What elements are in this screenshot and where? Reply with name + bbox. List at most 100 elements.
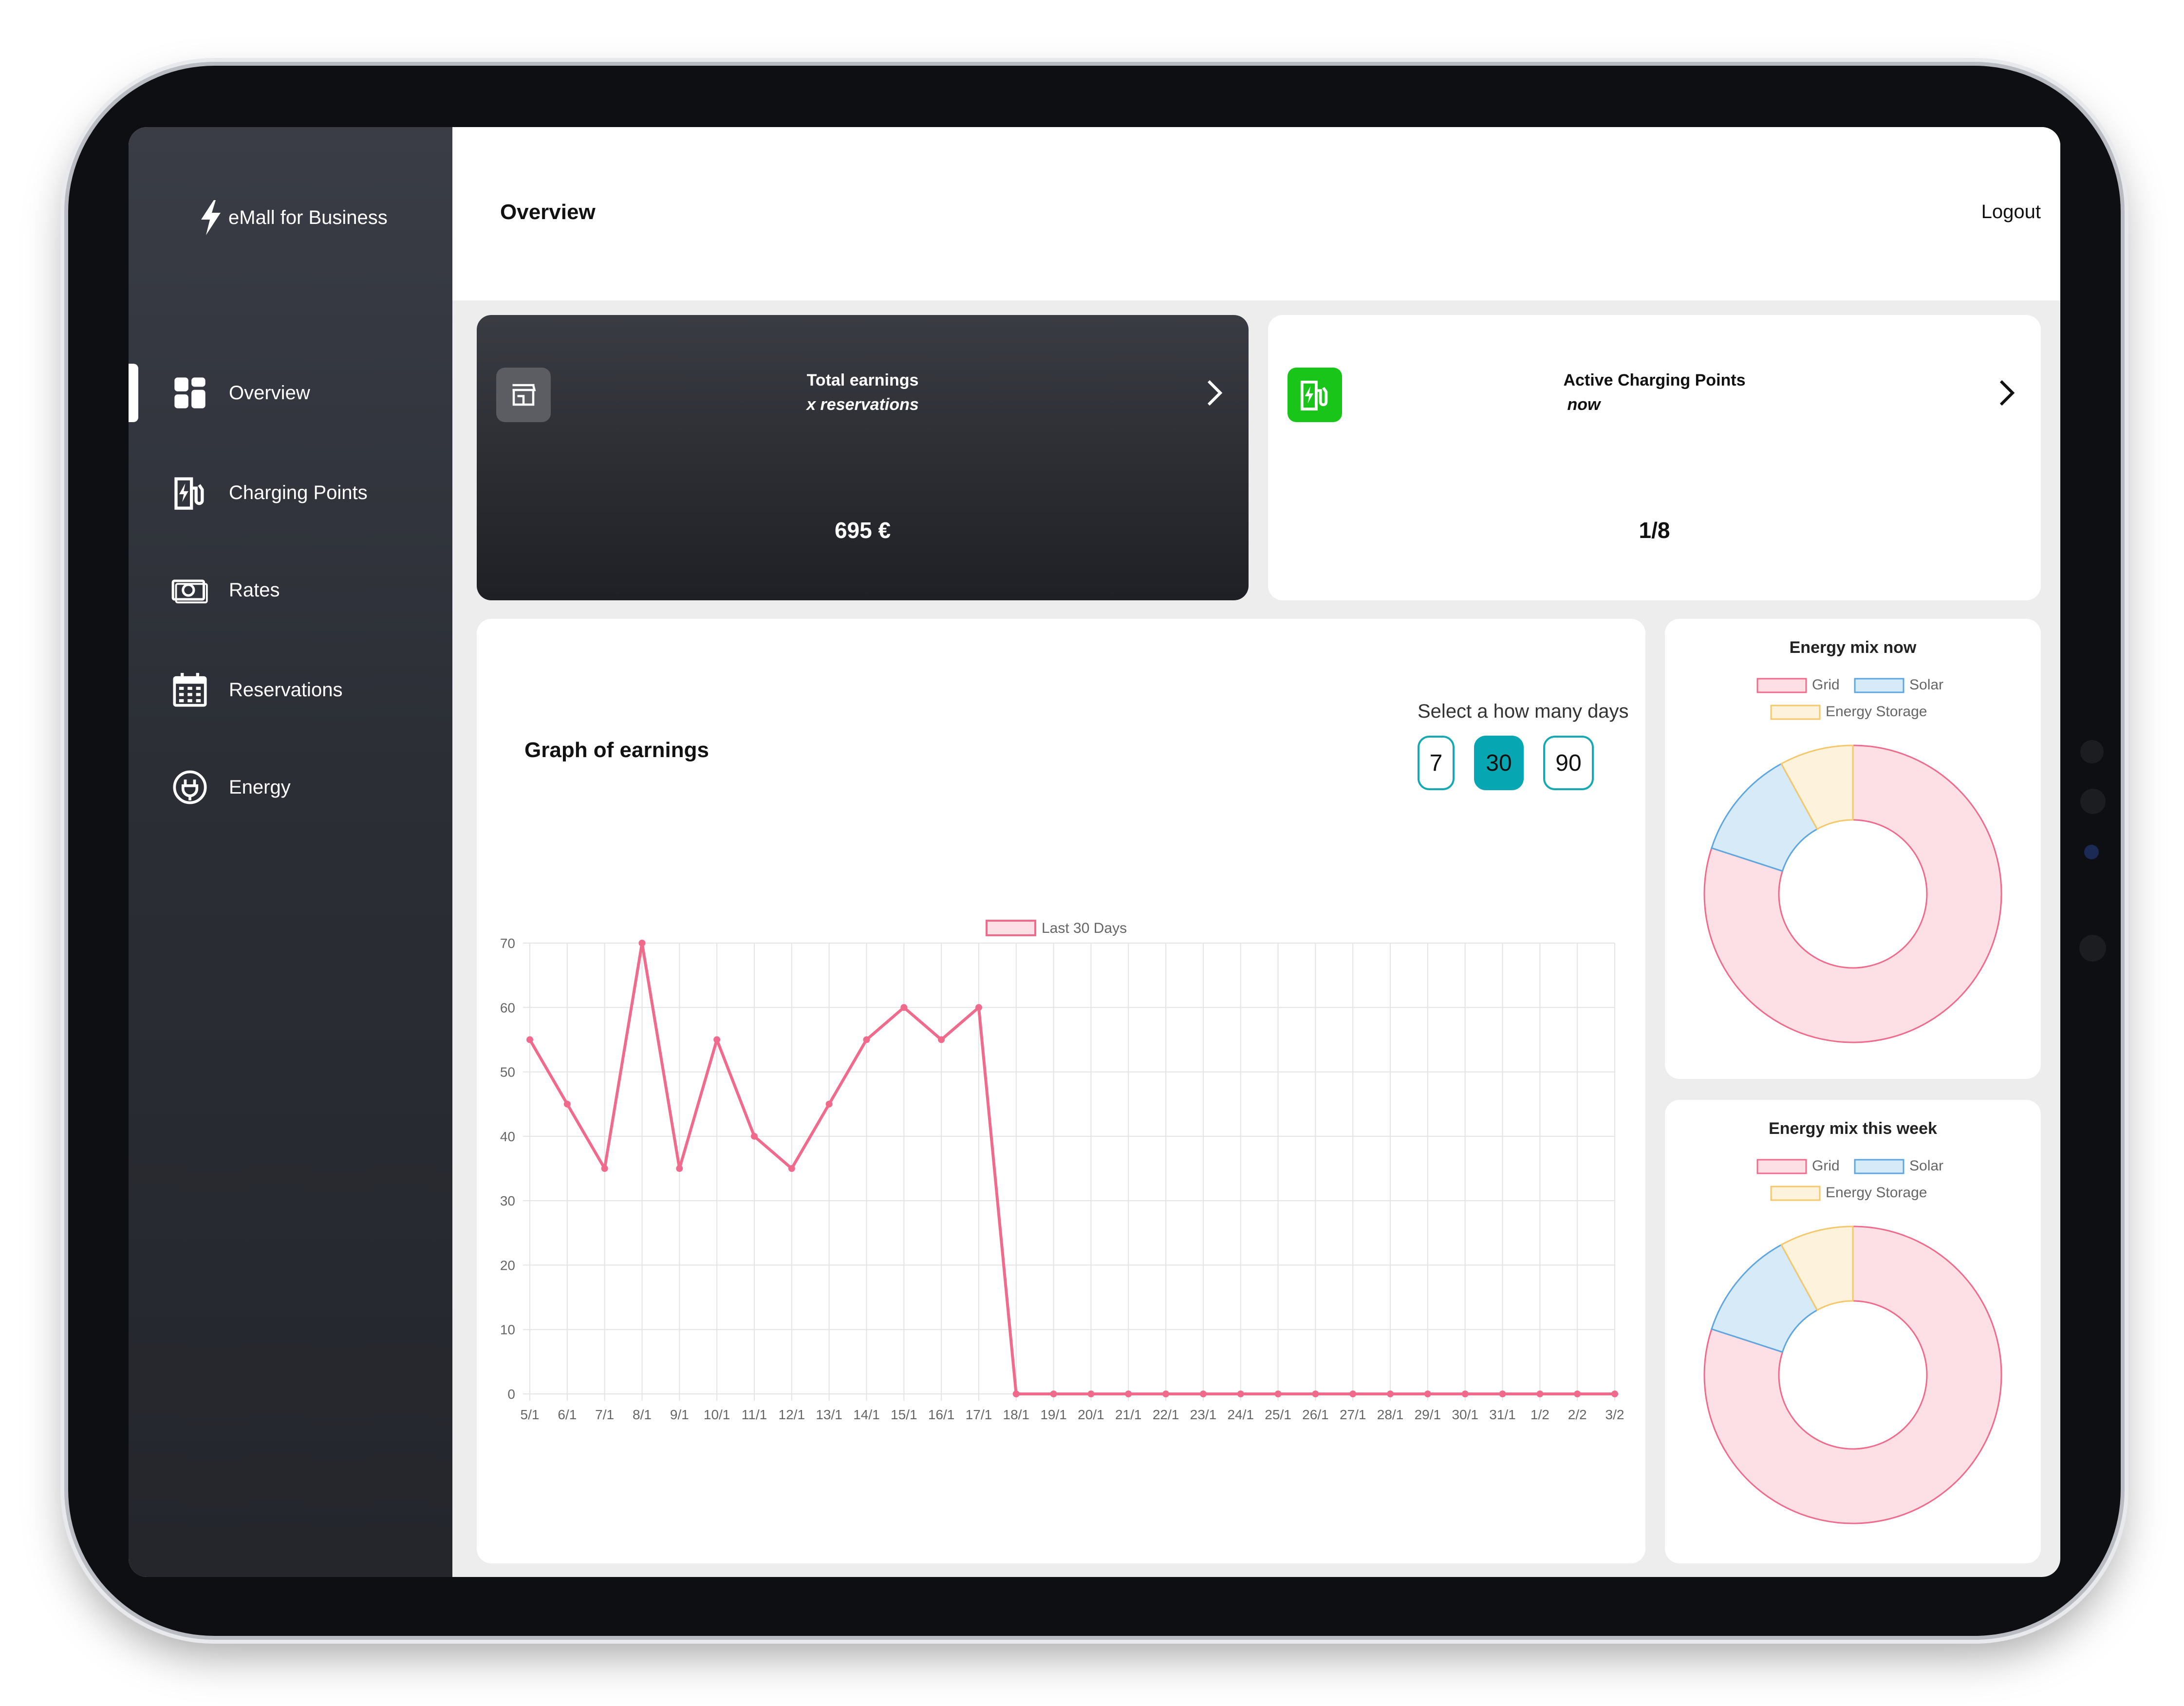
x-tick-label: 12/1	[779, 1407, 805, 1422]
legend-swatch	[1770, 705, 1821, 720]
sidebar-item-energy[interactable]: Energy	[129, 760, 452, 814]
data-point	[750, 1132, 758, 1140]
data-point	[1349, 1391, 1357, 1397]
pie-slice	[1780, 744, 1854, 830]
legend-swatch	[1756, 678, 1807, 693]
data-point	[1125, 1391, 1132, 1397]
data-point	[1461, 1391, 1469, 1397]
x-tick-label: 31/1	[1489, 1407, 1516, 1422]
x-tick-label: 22/1	[1153, 1407, 1179, 1422]
x-tick-label: 15/1	[891, 1407, 917, 1422]
data-point	[863, 1036, 870, 1043]
y-tick-label: 20	[500, 1258, 515, 1273]
x-tick-label: 16/1	[928, 1407, 955, 1422]
x-tick-label: 3/2	[1605, 1407, 1624, 1422]
sidebar-item-label: Rates	[229, 579, 280, 601]
x-tick-label: 7/1	[595, 1407, 614, 1422]
x-tick-label: 28/1	[1377, 1407, 1404, 1422]
legend-label: Solar	[1909, 677, 1943, 693]
y-tick-label: 0	[507, 1387, 515, 1402]
data-point	[1087, 1391, 1095, 1397]
data-point	[713, 1036, 721, 1043]
x-tick-label: 29/1	[1415, 1407, 1441, 1422]
dashboard-icon	[174, 377, 205, 408]
legend-swatch	[986, 920, 1036, 936]
x-tick-label: 17/1	[966, 1407, 992, 1422]
data-point	[1499, 1391, 1506, 1397]
x-tick-label: 26/1	[1302, 1407, 1329, 1422]
camera-dot	[2080, 789, 2106, 814]
x-tick-label: 27/1	[1340, 1407, 1366, 1422]
data-point	[1274, 1391, 1282, 1397]
earnings-line-chart: 5/1 6/1 7/1 8/1 9/1 10/1 11/1 12/1 13/1 14/1 15/1 1…	[500, 920, 1624, 1422]
data-point	[900, 1004, 908, 1011]
legend-label: Solar	[1909, 1158, 1943, 1174]
calendar-icon	[173, 673, 207, 707]
card-subtitle: x reservations	[806, 395, 919, 414]
active-charging-points-card[interactable]: Active Charging Points now 1/8	[1268, 315, 2041, 600]
data-point	[1237, 1391, 1244, 1397]
sidebar-item-label: Energy	[229, 776, 291, 798]
data-point	[1050, 1391, 1057, 1397]
x-tick-label: 21/1	[1115, 1407, 1142, 1422]
data-point	[638, 940, 646, 946]
x-tick-label: 5/1	[521, 1407, 540, 1422]
data-point	[676, 1165, 683, 1172]
lightning-icon	[201, 200, 221, 235]
legend-label: Grid	[1812, 677, 1840, 693]
pie-title: Energy mix this week	[1769, 1119, 1937, 1138]
sidebar-item-charging-points[interactable]: Charging Points	[129, 466, 452, 519]
camera-dot	[2079, 935, 2106, 962]
sidebar-item-label: Overview	[229, 382, 310, 404]
chevron-right-icon[interactable]	[1997, 378, 2016, 408]
active-points-value: 1/8	[1639, 518, 1670, 543]
app-screen: eMall for Business Overview Charging Poi…	[129, 127, 2060, 1577]
ev-charger-icon	[1288, 368, 1342, 422]
total-earnings-card[interactable]: Total earnings x reservations 695 €	[477, 315, 1249, 600]
x-tick-label: 6/1	[558, 1407, 577, 1422]
x-tick-label: 30/1	[1452, 1407, 1478, 1422]
chevron-right-icon[interactable]	[1205, 378, 1224, 408]
x-tick-label: 11/1	[742, 1407, 767, 1422]
legend-label: Last 30 Days	[1042, 920, 1127, 936]
data-point	[563, 1100, 571, 1108]
top-bar: Overview Logout	[452, 127, 2060, 300]
energy-mix-week-chart: Grid Solar Energy Storage	[1703, 1158, 2002, 1524]
legend-swatch	[1854, 1159, 1904, 1174]
brand[interactable]: eMall for Business	[199, 200, 388, 235]
days-option-7[interactable]: 7	[1418, 736, 1455, 790]
card-subtitle: now	[1567, 395, 1601, 414]
sidebar-item-reservations[interactable]: Reservations	[129, 663, 452, 717]
card-title: Total earnings	[806, 371, 919, 389]
sidebar-item-rates[interactable]: Rates	[129, 563, 452, 617]
data-point	[975, 1004, 982, 1011]
pie-slice	[1703, 744, 2002, 1043]
brand-name: eMall for Business	[228, 206, 388, 228]
data-point	[938, 1036, 945, 1043]
sidebar-item-label: Charging Points	[229, 482, 368, 503]
sidebar-item-overview[interactable]: Overview	[129, 366, 452, 420]
x-tick-label: 1/2	[1531, 1407, 1549, 1422]
data-point	[1611, 1391, 1618, 1397]
legend-swatch	[1770, 1186, 1821, 1201]
days-option-90[interactable]: 90	[1543, 736, 1594, 790]
sensor-dot	[2084, 845, 2099, 859]
days-option-30[interactable]: 30	[1474, 736, 1524, 790]
data-point	[1012, 1391, 1020, 1397]
x-tick-label: 23/1	[1190, 1407, 1217, 1422]
graph-title: Graph of earnings	[524, 738, 709, 762]
ev-charger-icon	[174, 477, 204, 510]
data-point	[1387, 1391, 1394, 1397]
cash-icon	[171, 579, 208, 604]
earnings-value: 695 €	[834, 518, 891, 543]
plug-icon	[173, 770, 207, 804]
pie-slice	[1780, 1225, 1854, 1311]
legend-swatch	[1854, 678, 1904, 693]
data-point	[1199, 1391, 1207, 1397]
legend-swatch	[1756, 1159, 1807, 1174]
x-tick-label: 25/1	[1265, 1407, 1291, 1422]
data-point	[788, 1165, 795, 1172]
data-point	[1162, 1391, 1170, 1397]
y-tick-label: 40	[500, 1129, 515, 1144]
logout-button[interactable]: Logout	[1981, 201, 2041, 223]
